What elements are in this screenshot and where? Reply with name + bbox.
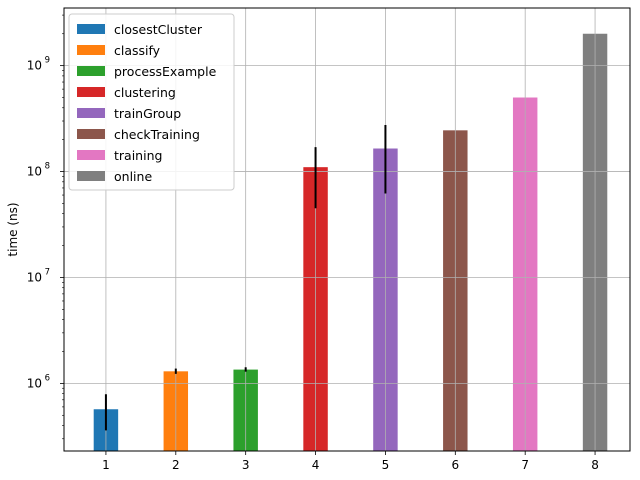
x-tick-label: 7	[521, 458, 529, 472]
y-tick-base: 10	[27, 165, 42, 179]
legend-label: processExample	[114, 64, 217, 79]
y-tick-exponent: 8	[45, 162, 50, 172]
legend-label: clustering	[114, 85, 176, 100]
y-tick-label: 10	[27, 59, 42, 73]
y-tick-exponent: 9	[45, 56, 50, 66]
y-tick-label: 10	[27, 165, 42, 179]
x-tick-label: 1	[102, 458, 110, 472]
y-tick-label: 10	[27, 376, 42, 390]
legend-swatch	[77, 108, 105, 118]
legend-swatch	[77, 150, 105, 160]
x-tick-label: 6	[451, 458, 459, 472]
legend-swatch	[77, 45, 105, 55]
legend-label: classify	[114, 43, 161, 58]
legend-box	[68, 13, 235, 191]
y-tick-exponent: 7	[45, 267, 50, 277]
x-tick-label: 4	[312, 458, 320, 472]
y-axis-title: time (ns)	[6, 202, 20, 256]
x-axis: 1 2 3 4 5 6 7 8	[102, 451, 599, 472]
y-tick-base: 10	[27, 59, 42, 73]
legend-swatch	[77, 171, 105, 181]
legend-label: closestCluster	[114, 22, 203, 37]
y-tick-exponent: 6	[45, 373, 50, 383]
plot-frame	[63, 7, 631, 452]
legend-swatch	[77, 87, 105, 97]
grid	[64, 8, 630, 451]
x-tick-label: 8	[591, 458, 599, 472]
y-tick-label: 10	[27, 270, 42, 284]
error-bars	[104, 125, 387, 431]
x-tick-label: 3	[242, 458, 250, 472]
legend: closestCluster classify processExample clus…	[68, 13, 235, 191]
legend-label: training	[114, 148, 162, 163]
legend-label: online	[114, 169, 152, 184]
y-tick-base: 10	[27, 376, 42, 390]
x-tick-label: 5	[382, 458, 390, 472]
legend-swatch	[77, 129, 105, 139]
legend-label: trainGroup	[114, 106, 181, 121]
legend-swatch	[77, 24, 105, 34]
legend-swatch	[77, 66, 105, 76]
y-tick-base: 10	[27, 270, 42, 284]
x-tick-label: 2	[172, 458, 180, 472]
legend-label: checkTraining	[114, 127, 200, 142]
